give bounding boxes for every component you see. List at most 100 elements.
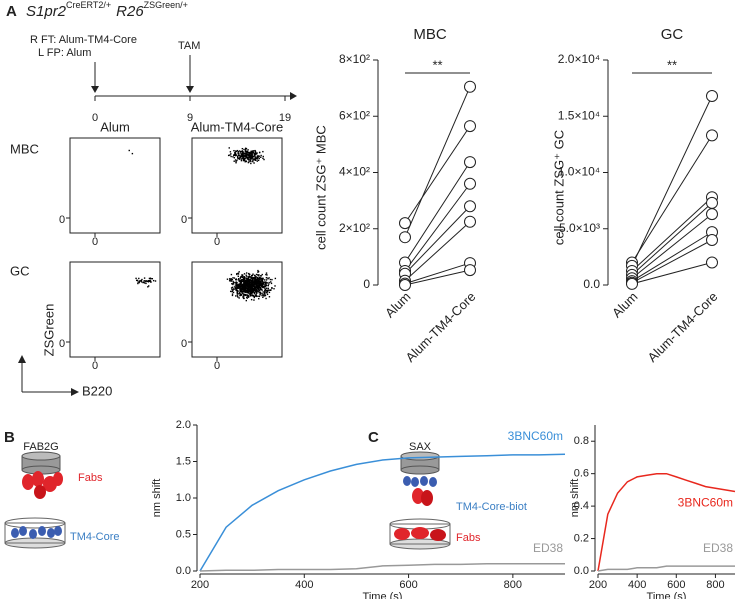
flow-event [268, 289, 271, 291]
flow-event [252, 288, 255, 290]
flow-event [241, 278, 244, 281]
flow-event [248, 284, 250, 286]
flow-event [261, 273, 263, 276]
flow-event [253, 162, 255, 164]
flow-event [247, 154, 249, 156]
diagram-label: FAB2G [23, 441, 58, 453]
flow-event [256, 290, 259, 292]
flow-event [248, 161, 250, 163]
zero-label: 0 [214, 360, 220, 372]
flow-event [246, 157, 248, 159]
flow-event [237, 287, 240, 289]
flow-event [249, 276, 251, 278]
flow-event [261, 289, 263, 291]
flow-event [143, 282, 146, 284]
flow-event [226, 278, 229, 280]
flow-event [243, 287, 246, 289]
flow-event [256, 286, 259, 288]
flow-event [258, 157, 260, 160]
flow-event [252, 283, 255, 286]
flow-event [251, 150, 254, 152]
flow-plot [191, 261, 283, 358]
flow-event [138, 280, 141, 282]
flow-event [251, 274, 254, 277]
flow-event [256, 291, 258, 293]
flow-event [247, 161, 250, 164]
flow-event [238, 271, 240, 273]
flow-event [255, 157, 258, 160]
flow-event [147, 286, 149, 288]
flow-event [240, 285, 243, 287]
flow-event [230, 279, 232, 281]
series-label: 3BNC60m [508, 429, 563, 443]
flow-event [240, 291, 243, 293]
flow-event [254, 157, 257, 159]
flow-event [240, 152, 242, 154]
x-tick-label: Alum-TM4-Core [403, 289, 479, 365]
flow-event [238, 279, 240, 281]
flow-event [237, 150, 239, 153]
pair-line [404, 205, 471, 275]
flow-event [245, 272, 248, 274]
flow-event [267, 278, 269, 280]
flow-event [242, 295, 244, 298]
flow-event [245, 289, 247, 292]
flow-event [239, 288, 241, 290]
flow-event [243, 152, 245, 155]
flow-event [251, 293, 253, 295]
x-tick-label: 200 [589, 579, 607, 591]
flow-event [254, 156, 257, 158]
flow-event [238, 150, 241, 152]
y-tick-label: 1.0 [176, 492, 191, 504]
flow-event [258, 297, 260, 300]
flow-event [262, 282, 265, 285]
flow-event [240, 287, 242, 289]
flow-event [248, 272, 250, 275]
flow-event [260, 277, 263, 280]
data-point [464, 215, 476, 228]
flow-event [251, 289, 254, 292]
flow-plot [191, 137, 283, 234]
flow-event [269, 278, 272, 281]
flow-event [256, 288, 258, 291]
zero-label: 0 [181, 214, 187, 226]
flow-event [244, 280, 246, 282]
flow-event [227, 154, 230, 157]
flow-event [254, 149, 256, 152]
flow-event [254, 287, 257, 289]
flow-event [257, 277, 260, 280]
data-point [464, 120, 476, 133]
diagram-label: TM4-Core-biot [456, 501, 527, 513]
flow-event [254, 153, 256, 156]
flow-event [238, 280, 240, 282]
flow-event [243, 283, 246, 286]
flow-event [265, 272, 268, 274]
flow-event [255, 291, 257, 293]
flow-event [253, 152, 255, 155]
flow-event [250, 276, 252, 279]
flow-event [256, 288, 258, 290]
data-point [626, 277, 638, 290]
flow-event [235, 285, 238, 287]
flow-event [249, 155, 252, 158]
y-tick-label: 2.0×10⁴ [558, 52, 600, 66]
flow-event [256, 152, 258, 155]
flow-event [231, 293, 234, 295]
flow-event [263, 283, 265, 286]
flow-event [251, 285, 253, 287]
flow-event [263, 279, 266, 281]
flow-event [271, 278, 273, 281]
zero-label: 0 [214, 236, 220, 248]
flow-event [258, 277, 260, 279]
flow-event [253, 281, 255, 284]
flow-event [241, 154, 243, 157]
flow-event [262, 294, 265, 296]
flow-event [251, 294, 253, 297]
flow-event [233, 157, 236, 159]
flow-event [257, 295, 259, 297]
flow-event [235, 287, 238, 290]
pair-line [631, 196, 713, 272]
flow-event [258, 286, 261, 289]
flow-event [257, 271, 259, 273]
flow-event [243, 289, 245, 292]
